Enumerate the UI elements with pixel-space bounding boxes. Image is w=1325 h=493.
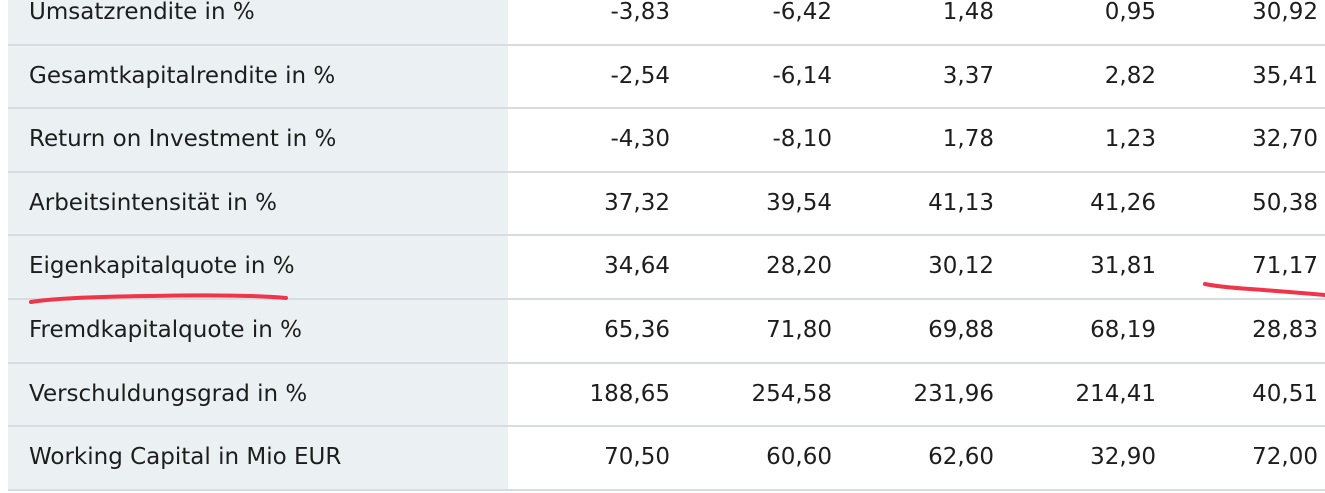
row-value: 31,81 [1090, 253, 1156, 280]
row-value: 188,65 [589, 380, 670, 407]
row-value: -3,83 [610, 0, 670, 25]
row-value: 39,54 [766, 189, 832, 216]
row-value: -6,42 [772, 0, 832, 25]
row-value: 41,26 [1090, 189, 1156, 216]
table-row: Arbeitsintensität in % 37,32 39,54 41,13 41,… [8, 172, 1325, 237]
row-value: 32,90 [1090, 444, 1156, 471]
table-row: Return on Investment in % -4,30 -8,10 1,78 1… [8, 109, 1325, 173]
row-label: Eigenkapitalquote in % [8, 236, 508, 298]
row-value: -4,30 [610, 126, 670, 153]
row-value: 32,70 [1252, 126, 1318, 153]
row-value: 1,48 [942, 0, 994, 25]
row-value: 71,80 [766, 316, 832, 343]
row-value: 50,38 [1252, 189, 1318, 216]
table-row: Verschuldungsgrad in % 188,65 254,58 231,96… [8, 363, 1325, 428]
row-value: 28,83 [1252, 316, 1318, 343]
row-value: 41,13 [928, 189, 994, 216]
row-label: Gesamtkapitalrendite in % [8, 45, 508, 108]
row-value: 70,50 [604, 444, 670, 471]
row-value: 3,37 [942, 62, 994, 89]
row-value: -6,14 [772, 62, 832, 89]
row-label: Arbeitsintensität in % [8, 172, 508, 235]
row-value: 1,78 [942, 126, 994, 153]
row-value: 2,82 [1104, 62, 1156, 89]
row-value: 62,60 [928, 444, 994, 471]
row-value: 35,41 [1252, 62, 1318, 89]
row-value: 68,19 [1090, 316, 1156, 343]
row-value: 28,20 [766, 253, 832, 280]
row-value: 0,95 [1104, 0, 1156, 25]
row-label: Verschuldungsgrad in % [8, 363, 508, 426]
row-label: Umsatzrendite in % [8, 0, 508, 44]
row-value: 30,92 [1252, 0, 1318, 25]
row-value: 71,17 [1252, 253, 1318, 280]
row-value: 30,12 [928, 253, 994, 280]
row-value: 214,41 [1075, 380, 1156, 407]
row-value: 231,96 [913, 380, 994, 407]
row-value: 65,36 [604, 316, 670, 343]
table-row: Eigenkapitalquote in % 34,64 28,20 30,12 31,… [8, 236, 1325, 300]
row-value: 254,58 [751, 380, 832, 407]
row-value: -2,54 [610, 62, 670, 89]
table-row: Fremdkapitalquote in % 65,36 71,80 69,88 68,… [8, 299, 1325, 364]
row-label: Return on Investment in % [8, 109, 508, 171]
row-value: 1,23 [1104, 126, 1156, 153]
financial-ratios-table: Umsatzrendite in % -3,83 -6,42 1,48 0,95 30,9… [8, 0, 1325, 491]
row-label: Working Capital in Mio EUR [8, 427, 508, 489]
row-value: 37,32 [604, 189, 670, 216]
row-value: 40,51 [1252, 380, 1318, 407]
row-label: Fremdkapitalquote in % [8, 299, 508, 362]
table-row: Gesamtkapitalrendite in % -2,54 -6,14 3,37 2… [8, 45, 1325, 110]
row-value: -8,10 [772, 126, 832, 153]
row-value: 72,00 [1252, 444, 1318, 471]
row-value: 60,60 [766, 444, 832, 471]
table-row: Umsatzrendite in % -3,83 -6,42 1,48 0,95 30,9… [8, 0, 1325, 46]
row-value: 69,88 [928, 316, 994, 343]
row-value: 34,64 [604, 253, 670, 280]
table-row: Working Capital in Mio EUR 70,50 60,60 62,6… [8, 427, 1325, 491]
